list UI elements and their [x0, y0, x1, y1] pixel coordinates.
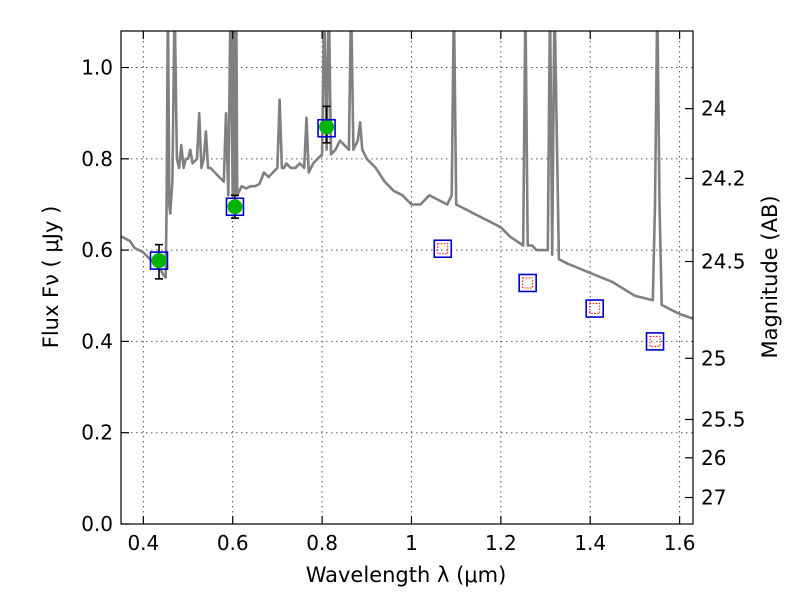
predicted-flux-marker	[649, 335, 661, 347]
marker-layer	[149, 105, 665, 351]
predicted-flux-marker	[522, 277, 534, 289]
x-tick-label: 0.8	[306, 531, 338, 555]
model-photometry-box	[585, 299, 604, 318]
model-photometry-box	[225, 197, 245, 217]
y-tick-label: 0.0	[81, 512, 113, 536]
right-axis-label: Magnitude (AB)	[758, 195, 782, 358]
right-tick-label: 25.5	[701, 407, 746, 431]
right-tick-label: 25	[701, 346, 726, 370]
x-axis-label-text: Wavelength λ (μm)	[306, 563, 507, 587]
spectrum-line	[121, 31, 693, 320]
x-tick-label: 1.2	[485, 531, 517, 555]
grid	[121, 31, 693, 525]
predicted-flux-marker	[589, 303, 601, 315]
right-tick-label: 24.2	[701, 166, 746, 190]
x-tick-label: 1	[405, 531, 418, 555]
model-photometry-box	[149, 251, 169, 270]
observed-flux-point	[151, 253, 167, 269]
model-photometry-box	[433, 239, 453, 259]
y-tick-label: 0.6	[81, 238, 113, 262]
y-tick-label: 0.4	[81, 329, 113, 353]
model-photometry-box	[317, 118, 336, 138]
right-tick-label: 27	[701, 486, 726, 510]
x-axis-label: Wavelength λ (μm)	[306, 563, 507, 587]
plot-frame	[120, 30, 694, 525]
y-tick-label: 0.2	[81, 421, 113, 445]
x-tick-label: 1.4	[574, 531, 606, 555]
y-axis-label: Flux Fν ( μJy )	[39, 206, 63, 349]
model-photometry-box	[645, 332, 665, 351]
x-tick-label: 0.6	[217, 531, 249, 555]
y-tick-label: 0.8	[81, 147, 113, 171]
right-tick-label: 26	[701, 446, 726, 470]
y-axis-label-text: Flux Fν ( μJy )	[39, 206, 63, 349]
predicted-flux-marker	[437, 243, 449, 255]
y-tick-label: 1.0	[81, 56, 113, 80]
observed-flux-point	[227, 199, 243, 215]
right-tick-label: 24	[701, 97, 726, 121]
observed-flux-point	[319, 119, 335, 135]
tick-labels: 0.4 0.6 0.8 1 1.2 1.4 1.6 0.0 0.2 0.4 0.6 0.8 1.0 24 2…	[81, 56, 745, 555]
right-tick-label: 24.5	[701, 250, 746, 274]
model-photometry-box	[518, 273, 537, 293]
right-axis-label-text: Magnitude (AB)	[758, 195, 782, 358]
x-tick-label: 1.6	[664, 531, 696, 555]
x-tick-label: 0.4	[127, 531, 159, 555]
spectrum-layer	[121, 31, 693, 320]
ticks	[121, 31, 693, 525]
